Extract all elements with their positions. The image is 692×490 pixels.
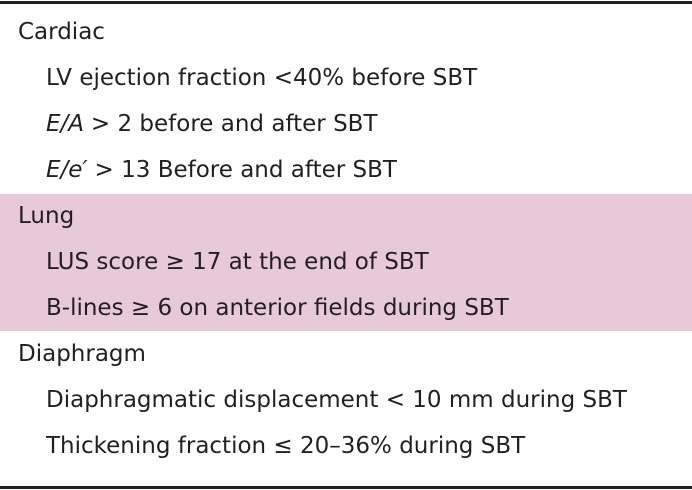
criterion: LUS score ≥ 17 at the end of SBT	[0, 239, 692, 285]
criterion: LV ejection fraction <40% before SBT	[0, 55, 692, 101]
section-title: Cardiac	[18, 19, 105, 45]
criterion-symbol: E/e′	[46, 157, 88, 183]
criterion-text: Diaphragmatic displacement < 10 mm durin…	[46, 387, 627, 413]
criterion-text: > 13 Before and after SBT	[94, 157, 397, 183]
criterion: E/e′ > 13 Before and after SBT	[0, 147, 692, 193]
top-rule	[0, 1, 692, 4]
criterion: B-lines ≥ 6 on anterior fields during SB…	[0, 285, 692, 331]
section-title: Lung	[18, 203, 75, 229]
criterion: Diaphragmatic displacement < 10 mm durin…	[0, 377, 692, 423]
criterion-text: > 2 before and after SBT	[90, 111, 378, 137]
criterion: E/A > 2 before and after SBT	[0, 101, 692, 147]
criterion-text: LV ejection fraction <40% before SBT	[46, 65, 478, 91]
criterion-symbol: E/A	[46, 111, 85, 137]
criterion-text: Thickening fraction ≤ 20–36% during SBT	[46, 433, 526, 459]
bottom-rule	[0, 486, 692, 489]
criterion: Thickening fraction ≤ 20–36% during SBT	[0, 423, 692, 469]
highlight-band	[0, 194, 692, 331]
criterion-text: B-lines ≥ 6 on anterior fields during SB…	[46, 295, 509, 321]
criterion-text: LUS score ≥ 17 at the end of SBT	[46, 249, 429, 275]
section-title: Diaphragm	[18, 341, 146, 367]
